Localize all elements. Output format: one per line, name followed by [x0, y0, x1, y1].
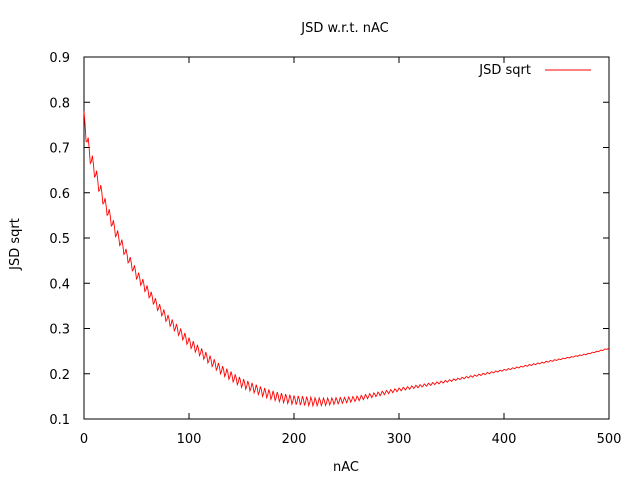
ticks-layer: 0 100 200 300 400 500 0.1 0.2 0.3 0.4 0.5 0.6 0.7 0.8… — [49, 51, 621, 447]
y-tick-label: 0.7 — [49, 142, 70, 157]
legend-label: JSD sqrt — [478, 63, 531, 78]
chart-title: JSD w.r.t. nAC — [300, 21, 388, 36]
y-tick-label: 0.3 — [49, 323, 70, 338]
x-tick-label: 200 — [282, 432, 307, 447]
series-line-jsd-sqrt — [83, 111, 610, 408]
series-layer — [83, 111, 610, 408]
x-tick-label: 500 — [597, 432, 622, 447]
x-tick-label: 0 — [80, 432, 88, 447]
y-axis-label: JSD sqrt — [8, 218, 23, 271]
y-tick-label: 0.4 — [49, 277, 70, 292]
x-tick-label: 400 — [492, 432, 517, 447]
y-tick-label: 0.1 — [49, 413, 70, 428]
y-tick-label: 0.5 — [49, 232, 70, 247]
y-tick-label: 0.8 — [49, 96, 70, 111]
y-tick-label: 0.9 — [49, 51, 70, 66]
x-axis-label: nAC — [333, 460, 359, 475]
x-tick-label: 100 — [177, 432, 202, 447]
legend: JSD sqrt — [478, 63, 591, 78]
y-tick-label: 0.2 — [49, 368, 70, 383]
x-tick-label: 300 — [387, 432, 412, 447]
y-tick-label: 0.6 — [49, 187, 70, 202]
